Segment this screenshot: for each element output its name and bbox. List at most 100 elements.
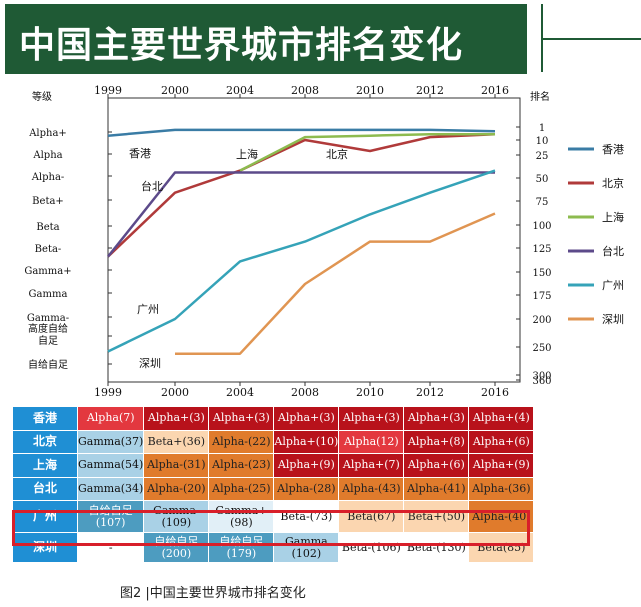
left-axis-title: 等级 bbox=[32, 90, 52, 103]
table-cell: Beta-(73) bbox=[273, 500, 340, 533]
table-cell: Alpha+(3) bbox=[143, 406, 210, 431]
table-city-label: 香港 bbox=[12, 406, 78, 431]
decorative-line-horizontal bbox=[543, 38, 641, 40]
table-cell: Alpha+(6) bbox=[468, 429, 535, 454]
legend-label-上海: 上海 bbox=[602, 210, 624, 224]
table-cell: Alpha-(25) bbox=[208, 476, 275, 501]
table-cell: Alpha+(6) bbox=[403, 453, 470, 478]
decorative-line-vertical bbox=[541, 4, 543, 72]
table-cell: Alpha-(28) bbox=[273, 476, 340, 501]
x-tick-label-top: 2008 bbox=[291, 84, 319, 97]
table-row: 广州 自给自足 (107) Gamma- (109) Gamma+ (98) Beta-(73… bbox=[12, 500, 535, 533]
table-cell: - bbox=[76, 532, 145, 563]
table-cell: Alpha-(31) bbox=[143, 453, 210, 478]
x-tick-label-bottom: 2010 bbox=[356, 386, 384, 399]
table-city-label: 广州 bbox=[12, 500, 78, 533]
right-tick-label: 300 bbox=[532, 371, 551, 382]
table-cell: Alpha+(10) bbox=[273, 429, 340, 454]
left-tick-label: Gamma+ bbox=[24, 266, 71, 277]
table-cell: Alpha+(9) bbox=[468, 453, 535, 478]
table-cell: Alpha+(3) bbox=[208, 406, 275, 431]
right-tick-label: 150 bbox=[532, 268, 551, 279]
table-city-label: 上海 bbox=[12, 453, 78, 478]
right-tick-label: 200 bbox=[532, 315, 551, 326]
annotation-台北: 台北 bbox=[141, 179, 163, 193]
table-cell: Alpha+(7) bbox=[338, 453, 405, 478]
legend-label-北京: 北京 bbox=[602, 176, 624, 190]
left-tick-label: Beta bbox=[36, 222, 59, 233]
right-axis-title: 排名 bbox=[530, 90, 550, 103]
table-cell: Beta-(106) bbox=[338, 532, 405, 563]
right-tick-label: 25 bbox=[536, 151, 549, 162]
table-cell: Alpha-(40) bbox=[468, 500, 535, 533]
title-banner: 中国主要世界城市排名变化 bbox=[5, 4, 527, 74]
annotation-上海: 上海 bbox=[236, 147, 258, 161]
left-tick-label: Beta+ bbox=[32, 196, 64, 207]
right-tick-label: 1 bbox=[539, 123, 545, 134]
x-tick-label-bottom: 2000 bbox=[161, 386, 189, 399]
series-line-广州 bbox=[107, 169, 496, 353]
right-tick-label: 360 bbox=[532, 376, 551, 387]
x-tick-label-top: 2004 bbox=[226, 84, 254, 97]
left-tick-label: 高度自给 bbox=[28, 322, 68, 335]
left-tick-label: Alpha- bbox=[31, 172, 65, 183]
series-line-深圳 bbox=[175, 212, 496, 355]
annotation-香港: 香港 bbox=[129, 147, 151, 160]
annotation-深圳: 深圳 bbox=[139, 357, 161, 370]
table-row: 台北 Gamma(34) Alpha-(20) Alpha-(25) Alpha-(28… bbox=[12, 476, 535, 501]
table-cell: Gamma (102) bbox=[273, 532, 340, 563]
x-tick-label-bottom: 1999 bbox=[94, 386, 122, 399]
left-tick-label: Gamma bbox=[29, 289, 68, 300]
table-cell: Alpha(12) bbox=[338, 429, 405, 454]
table-cell: Alpha-(20) bbox=[143, 476, 210, 501]
table-cell: 自给自足 (200) bbox=[143, 532, 210, 563]
table-cell: Alpha(7) bbox=[76, 406, 145, 431]
right-tick-label: 75 bbox=[536, 197, 549, 208]
left-tick-label: 自给自足 bbox=[28, 358, 68, 371]
table-cell: Beta+(36) bbox=[143, 429, 210, 454]
x-tick-label-bottom: 2004 bbox=[226, 386, 254, 399]
x-tick-label-top: 2012 bbox=[416, 84, 444, 97]
legend-label-广州: 广州 bbox=[602, 279, 624, 292]
table-city-label: 北京 bbox=[12, 429, 78, 454]
table-cell: Beta-(130) bbox=[403, 532, 470, 563]
legend-label-香港: 香港 bbox=[602, 143, 624, 156]
table-cell: Beta(67) bbox=[338, 500, 405, 533]
table-cell: 自给自足 (179) bbox=[208, 532, 275, 563]
table-cell: Alpha+(3) bbox=[273, 406, 340, 431]
table-city-label: 深圳 bbox=[12, 532, 78, 563]
ranking-table: 香港 Alpha(7) Alpha+(3) Alpha+(3) Alpha+(3) Alp… bbox=[12, 406, 535, 563]
table-cell: Alpha+(8) bbox=[403, 429, 470, 454]
ranking-line-chart: 1999 1999 2000 2000 2004 2004 2008 2008 2010 2010… bbox=[24, 84, 624, 399]
series-line-台北 bbox=[107, 171, 495, 258]
annotation-广州: 广州 bbox=[137, 303, 159, 316]
table-cell: Gamma(54) bbox=[76, 453, 145, 478]
table-cell: Beta+(50) bbox=[403, 500, 470, 533]
right-tick-label: 50 bbox=[536, 174, 549, 185]
table-cell: Gamma- (109) bbox=[143, 500, 210, 533]
table-row: 上海 Gamma(54) Alpha-(31) Alpha-(23) Alpha+(9)… bbox=[12, 453, 535, 478]
left-tick-label: Beta- bbox=[35, 244, 62, 255]
plot-frame bbox=[107, 97, 521, 383]
legend-label-台北: 台北 bbox=[602, 244, 624, 258]
table-cell: Gamma(37) bbox=[76, 429, 145, 454]
series-line-香港 bbox=[107, 128, 496, 137]
legend-label-深圳: 深圳 bbox=[602, 313, 624, 326]
annotation-北京: 北京 bbox=[326, 147, 348, 161]
table-cell: Beta(85) bbox=[468, 532, 535, 563]
table-cell: Alpha-(36) bbox=[468, 476, 535, 501]
x-tick-label-bottom: 2008 bbox=[291, 386, 319, 399]
x-tick-label-top: 2016 bbox=[481, 84, 509, 97]
x-tick-label-top: 2000 bbox=[161, 84, 189, 97]
right-tick-label: 100 bbox=[532, 221, 551, 232]
table-cell: Alpha-(41) bbox=[403, 476, 470, 501]
x-tick-label-bottom: 2012 bbox=[416, 386, 444, 399]
table-cell: Alpha+(3) bbox=[403, 406, 470, 431]
table-cell: Gamma+ (98) bbox=[208, 500, 275, 533]
table-city-label: 台北 bbox=[12, 476, 78, 501]
table-cell: Alpha-(23) bbox=[208, 453, 275, 478]
right-tick-label: 10 bbox=[536, 136, 549, 147]
table-cell: Alpha-(43) bbox=[338, 476, 405, 501]
x-tick-label-bottom: 2016 bbox=[481, 386, 509, 399]
right-tick-label: 125 bbox=[532, 244, 551, 255]
